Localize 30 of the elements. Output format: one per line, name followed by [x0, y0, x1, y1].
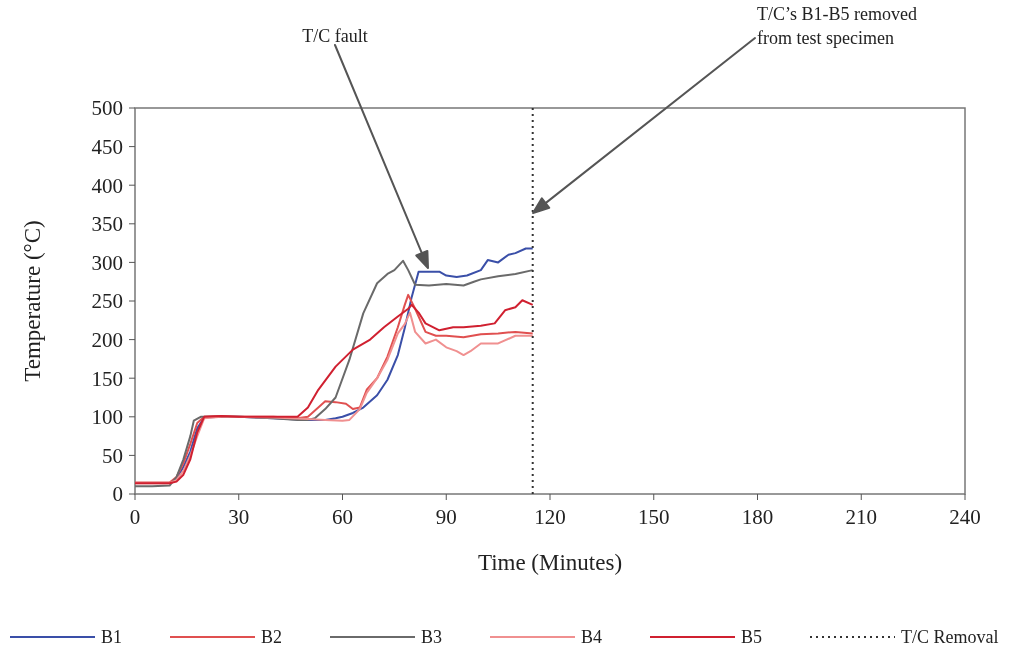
legend-label: B3 [421, 627, 443, 648]
x-tick-label: 30 [228, 505, 250, 529]
y-tick-label: 350 [91, 212, 123, 237]
legend-label: B5 [741, 627, 763, 648]
y-tick-label: 150 [91, 366, 123, 391]
x-tick-label: 90 [435, 505, 457, 529]
x-axis-title: Time (Minutes) [477, 550, 623, 575]
y-tick-label: 0 [112, 482, 123, 507]
x-tick-label: 120 [534, 505, 566, 529]
y-tick-label: 100 [91, 405, 123, 430]
legend-label: T/C Removal [901, 627, 999, 648]
legend-label: B2 [261, 627, 283, 648]
y-tick-label: 450 [91, 134, 123, 159]
x-tick-label: 210 [845, 505, 877, 529]
legend-label: B4 [581, 627, 603, 648]
y-tick-label: 50 [102, 443, 123, 468]
x-tick-label: 150 [638, 505, 670, 529]
text: T/C’s B1-B5 removed from test specimen [757, 4, 917, 48]
y-tick-label: 200 [91, 327, 123, 352]
y-tick-label: 500 [91, 96, 123, 121]
y-tick-label: 250 [91, 289, 123, 314]
y-axis-title: Temperature (°C) [20, 220, 45, 382]
x-tick-label: 60 [332, 505, 353, 529]
y-tick-label: 400 [91, 173, 123, 198]
x-tick-label: 180 [741, 505, 774, 529]
x-tick-label: 240 [949, 505, 981, 529]
legend-label: B1 [101, 627, 123, 648]
x-tick-label: 0 [129, 505, 141, 529]
y-tick-label: 300 [91, 250, 123, 275]
text: T/C fault [302, 26, 368, 46]
